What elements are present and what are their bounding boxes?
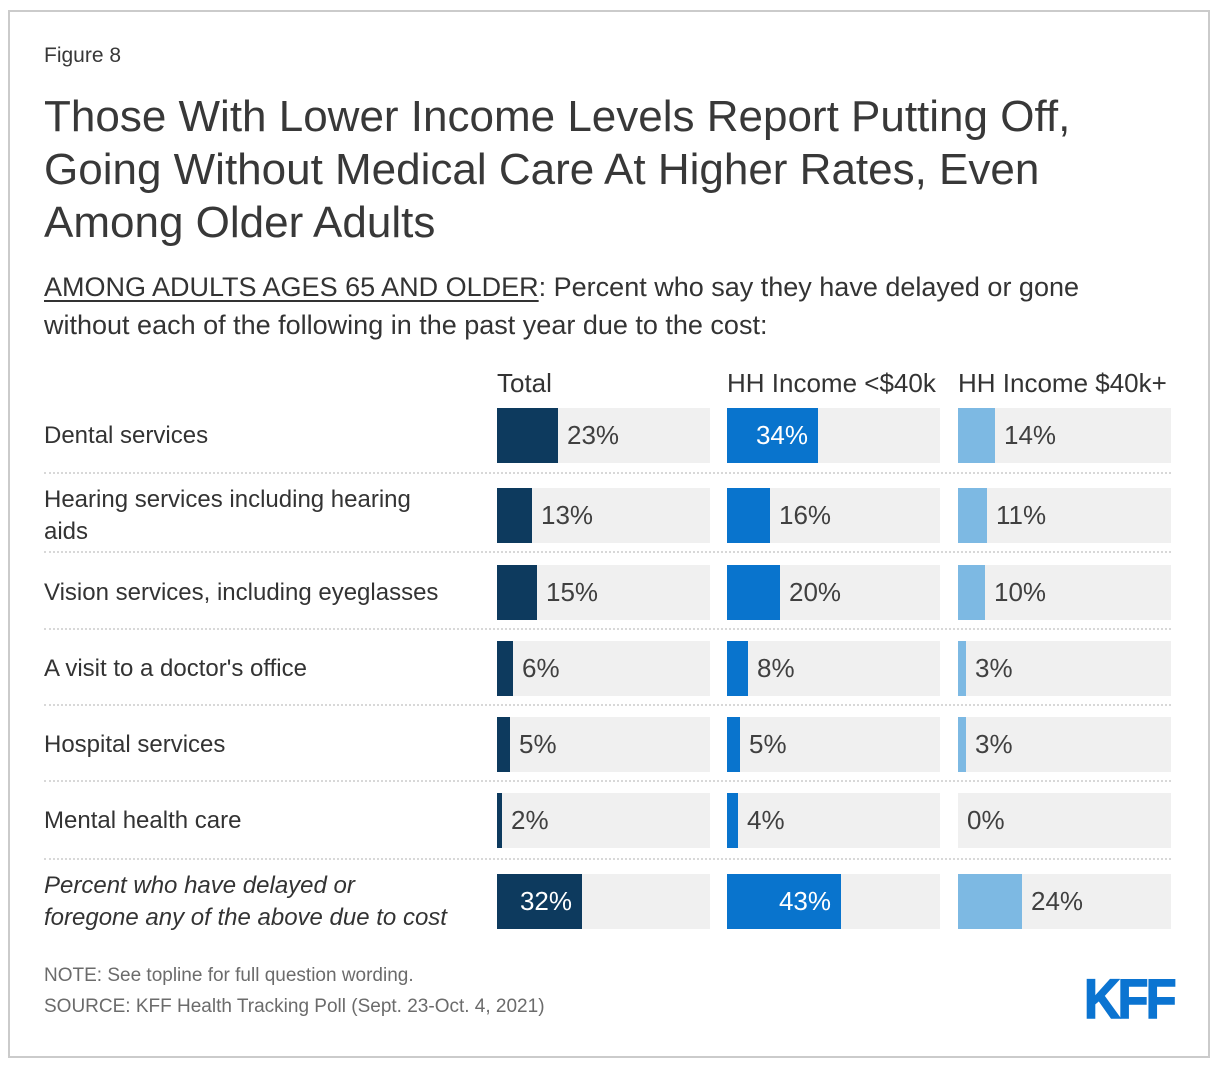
bar-track: 24% — [958, 874, 1171, 929]
bar-track: 3% — [958, 641, 1171, 696]
bar-fill — [497, 641, 513, 696]
source-text: SOURCE: KFF Health Tracking Poll (Sept. … — [44, 996, 545, 1017]
bar-value-label: 32% — [519, 886, 572, 916]
row-label: Dental services — [44, 421, 209, 449]
bar-track: 10% — [958, 565, 1171, 620]
bar-value-label: 13% — [541, 500, 594, 530]
bar-track: 23% — [497, 408, 710, 463]
bar-value-label: 20% — [789, 577, 842, 607]
row-label: Hospital services — [44, 730, 226, 758]
bar-value-label: 24% — [1031, 886, 1084, 916]
bar-fill — [727, 874, 841, 929]
row-separator — [44, 472, 1171, 474]
kff-logo: KFF — [1083, 966, 1177, 1031]
bar-fill — [497, 488, 532, 543]
bar-track: 34% — [727, 408, 940, 463]
bar-fill — [497, 565, 537, 620]
row-separator — [44, 858, 1171, 860]
bar-value-label: 2% — [511, 805, 549, 835]
row-label: Mental health care — [44, 806, 242, 834]
bar-track: 2% — [497, 793, 710, 848]
chart-title-line-1: Those With Lower Income Levels Report Pu… — [44, 92, 1071, 141]
bar-value-label: 4% — [747, 805, 785, 835]
bar-track: 15% — [497, 565, 710, 620]
bar-track: 11% — [958, 488, 1171, 543]
bar-fill — [958, 641, 966, 696]
bar-track: 6% — [497, 641, 710, 696]
bar-value-label: 3% — [975, 653, 1013, 683]
bar-value-label: 6% — [522, 653, 560, 683]
bar-fill — [727, 717, 740, 772]
bar-value-label: 5% — [749, 729, 787, 759]
bar-fill — [958, 717, 966, 772]
bar-fill — [727, 488, 770, 543]
bar-value-label: 10% — [994, 577, 1047, 607]
row-label: Hearing services including hearing aids — [44, 485, 411, 545]
bar-fill — [497, 717, 510, 772]
bar-fill — [727, 793, 738, 848]
bar-value-label: 34% — [755, 420, 808, 450]
figure-number: Figure 8 — [44, 44, 122, 67]
chart-title-line-2: Going Without Medical Care At Higher Rat… — [44, 145, 1040, 194]
bar-value-label: 0% — [967, 805, 1005, 835]
chart-title: Those With Lower Income Levels Report Pu… — [44, 90, 1194, 249]
bar-track: 16% — [727, 488, 940, 543]
column-header-2: HH Income <$40k — [727, 368, 936, 398]
column-header-3: HH Income $40k+ — [958, 368, 1167, 398]
bar-value-label: 14% — [1004, 420, 1057, 450]
row-separator — [44, 551, 1171, 553]
bar-track: 20% — [727, 565, 940, 620]
bar-value-label: 8% — [757, 653, 795, 683]
bar-value-label: 3% — [975, 729, 1013, 759]
row-label: Percent who have delayed or foregone any… — [44, 871, 447, 931]
bar-fill — [958, 488, 987, 543]
bar-value-label: 5% — [519, 729, 557, 759]
bar-track: 8% — [727, 641, 940, 696]
bar-fill — [958, 408, 995, 463]
bar-track: 4% — [727, 793, 940, 848]
column-header-1: Total — [497, 368, 552, 398]
bar-value-label: 16% — [779, 500, 832, 530]
chart-title-line-3: Among Older Adults — [44, 198, 436, 247]
bar-value-label: 11% — [996, 500, 1047, 530]
bar-value-label: 15% — [546, 577, 599, 607]
note-text: NOTE: See topline for full question word… — [44, 965, 414, 986]
bar-fill — [727, 565, 780, 620]
row-separator — [44, 704, 1171, 706]
bar-track: 5% — [727, 717, 940, 772]
bar-track: 13% — [497, 488, 710, 543]
bar-track: 3% — [958, 717, 1171, 772]
bar-fill — [958, 565, 985, 620]
subtitle-rest: : Percent who say they have delayed or g… — [44, 272, 1079, 340]
bar-fill — [497, 874, 582, 929]
bar-value-label: 43% — [778, 886, 831, 916]
chart-subtitle: AMONG ADULTS AGES 65 AND OLDER: Percent … — [44, 268, 1144, 344]
bar-track: 0% — [958, 793, 1171, 848]
row-separator — [44, 628, 1171, 630]
bar-track: 32% — [497, 874, 710, 929]
bar-track: 5% — [497, 717, 710, 772]
row-label: A visit to a doctor's office — [44, 654, 307, 682]
bar-fill — [497, 793, 502, 848]
row-label: Vision services, including eyeglasses — [44, 578, 439, 606]
row-separator — [44, 780, 1171, 782]
bar-track: 14% — [958, 408, 1171, 463]
bar-fill — [727, 641, 748, 696]
bar-fill — [958, 874, 1022, 929]
bar-value-label: 23% — [567, 420, 620, 450]
subtitle-underlined-part: AMONG ADULTS AGES 65 AND OLDER — [44, 272, 539, 302]
bar-fill — [497, 408, 558, 463]
bar-track: 43% — [727, 874, 940, 929]
bar-fill — [727, 408, 818, 463]
